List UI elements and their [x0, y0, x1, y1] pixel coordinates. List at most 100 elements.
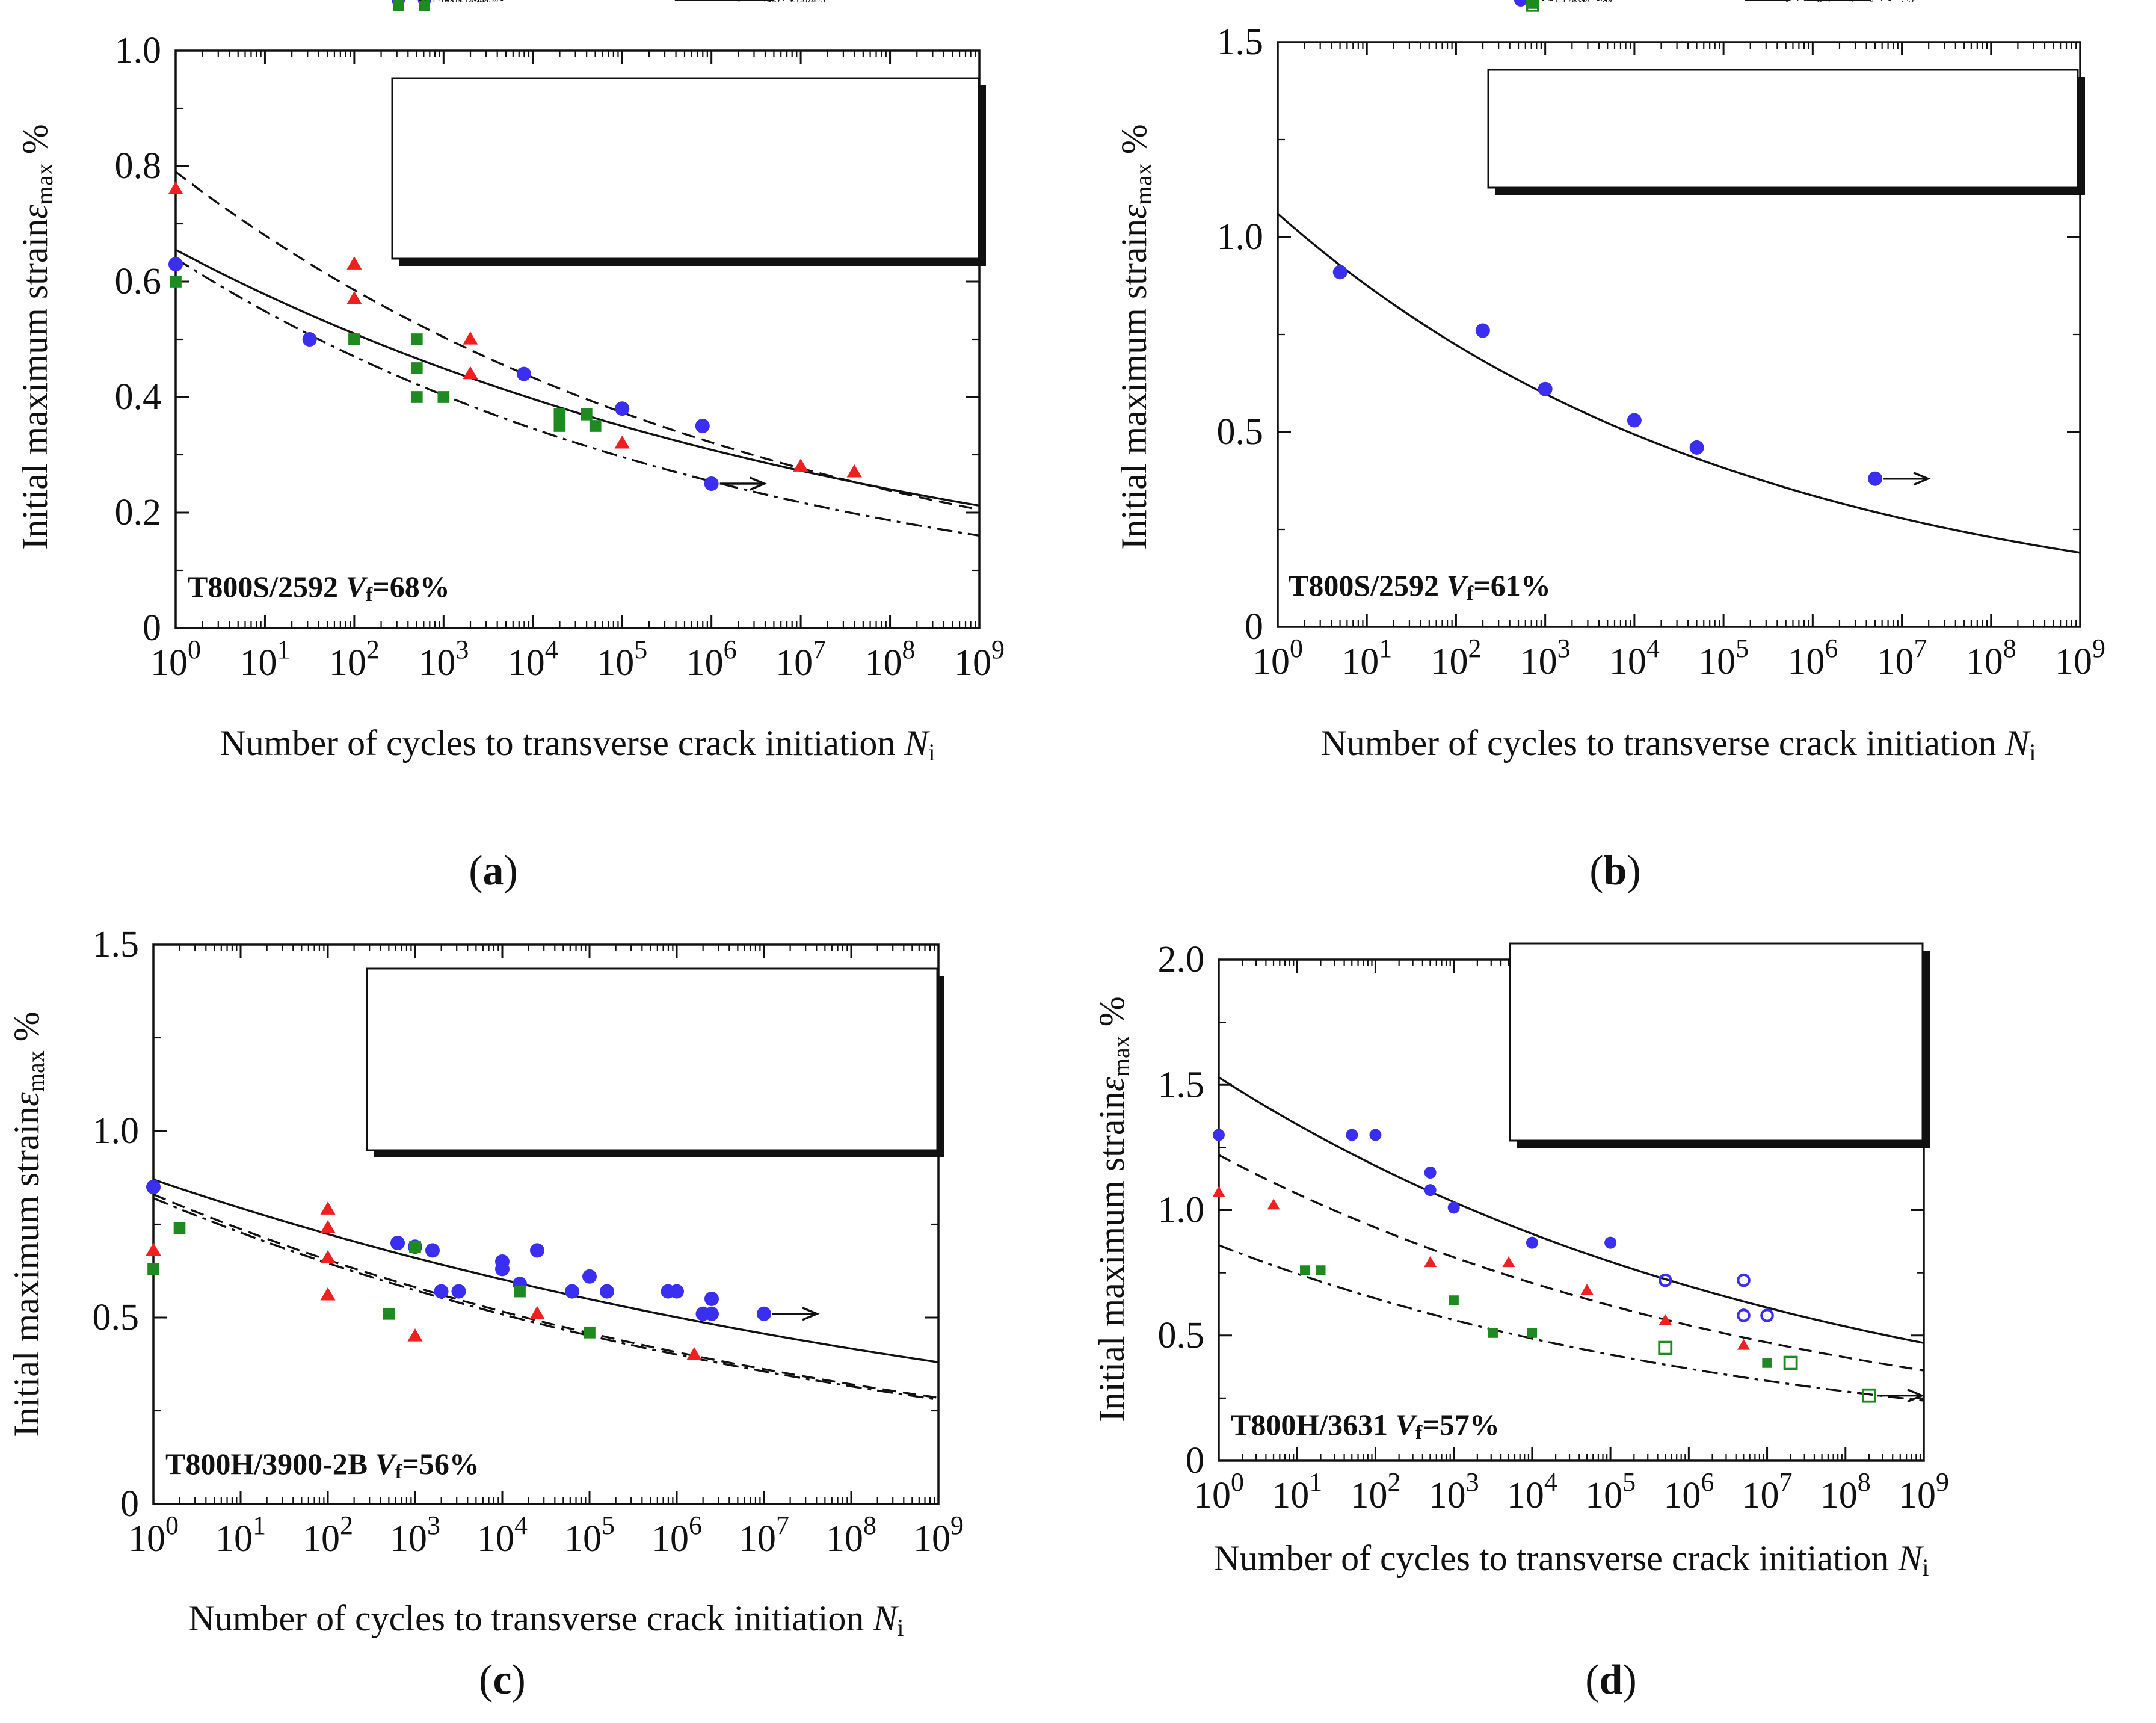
tick-exponent: 5	[634, 635, 647, 664]
legend-box	[391, 77, 980, 260]
tick-exponent: 2	[1387, 1467, 1400, 1497]
data-point-triangle	[1659, 1313, 1672, 1325]
text-span: [0/90	[424, 0, 445, 2]
x-tick-label: 103	[418, 635, 469, 683]
x-label-sub: i	[2029, 739, 2036, 766]
legend-line-label: [0/906]S	[746, 0, 780, 5]
y-label-sub: max	[22, 1050, 49, 1092]
material-annotation: T800S/2592 Vf=61%	[1289, 569, 1551, 605]
annotation-var: V	[375, 1447, 398, 1481]
tick-exponent: 6	[724, 635, 737, 664]
tick-base: 10	[1609, 641, 1646, 682]
text-span: [0	[782, 0, 790, 2]
data-point-circle	[757, 1306, 771, 1321]
italic-var: f	[452, 0, 456, 2]
text-span: ]	[1576, 0, 1579, 2]
subscript: 2	[459, 0, 464, 5]
subscript: 6	[1571, 0, 1576, 5]
subscript: 6	[445, 0, 449, 5]
data-point-circle	[1514, 0, 1527, 7]
fit-line-solid	[153, 1178, 938, 1364]
subscript: 6	[802, 0, 807, 5]
tick-exponent: 5	[602, 1511, 615, 1540]
subscript: 2	[1817, 0, 1822, 5]
subscript: S	[452, 0, 458, 5]
text-span: ,	[449, 0, 452, 2]
annotation-var: V	[1447, 569, 1469, 602]
italic-var: f	[1588, 0, 1592, 2]
tick-base: 10	[1341, 641, 1379, 682]
x-label-var: N	[2004, 723, 2031, 763]
subscript: S	[1603, 0, 1608, 5]
data-point-triangle	[1502, 1256, 1515, 1268]
text-span: [90	[782, 0, 795, 2]
data-point-circle	[695, 419, 710, 433]
legend-series-label: [0/902]S,f=100 Hz	[1551, 0, 1624, 5]
panel-paren: (	[1589, 848, 1603, 894]
tick-base: 10	[1742, 1475, 1779, 1516]
x-tick-label: 100	[150, 635, 201, 683]
panel-label: (a)	[469, 848, 518, 894]
x-label-text: Number of cycles to transverse crack ini…	[188, 1598, 873, 1638]
x-tick-label: 109	[2055, 633, 2105, 682]
text-span: [0/90	[1551, 0, 1572, 2]
data-point-triangle	[1737, 1339, 1750, 1350]
y-tick-label: 0.6	[115, 261, 162, 302]
data-point-triangle	[320, 1250, 336, 1263]
annotation-material: T800H/3631	[1231, 1408, 1396, 1441]
italic-var: f	[484, 0, 488, 2]
data-point-open-circle	[1658, 1273, 1672, 1287]
data-point-circle	[1424, 1184, 1437, 1197]
material-annotation: T800H/3631 Vf=57%	[1231, 1408, 1500, 1444]
data-point-square	[1762, 1358, 1772, 1368]
subscript: S	[1848, 0, 1853, 5]
subscript: S	[775, 0, 780, 5]
tick-base: 10	[954, 643, 991, 683]
tick-exponent: 7	[813, 635, 826, 664]
subscript: 4	[766, 0, 771, 5]
chart-panel-4: 100 101 102 103 104 105 106 107 108 10900.51.01.5…	[1092, 0, 1949, 1703]
x-label-text: Number of cycles to transverse crack ini…	[1213, 1538, 1898, 1578]
tick-base: 10	[1194, 1475, 1231, 1516]
text-span: ]	[485, 0, 488, 2]
data-point-triangle	[1424, 1256, 1437, 1268]
text-span: [90	[451, 0, 464, 2]
x-tick-label: 101	[1341, 633, 1392, 682]
panel-label: (b)	[1589, 848, 1641, 894]
tick-base: 10	[1429, 1475, 1466, 1516]
data-point-circle	[1689, 440, 1704, 455]
tick-exponent: 3	[455, 635, 469, 664]
tick-exponent: 2	[340, 1511, 353, 1540]
fit-line-dashdot	[1219, 1244, 1924, 1402]
x-tick-label: 105	[564, 1511, 615, 1559]
data-point-circle	[1424, 1167, 1437, 1179]
subscript: 6	[1817, 0, 1822, 5]
text-span: [0/90	[782, 0, 802, 2]
x-tick-label: 102	[1350, 1467, 1400, 1516]
text-span: [0/90	[424, 0, 445, 2]
x-tick-label: 101	[239, 635, 290, 683]
legend-header-analysis: 【Analysis 】	[709, 0, 765, 2]
tick-base: 10	[2055, 641, 2092, 682]
panel-paren: (	[1585, 1657, 1599, 1703]
tick-base: 10	[826, 1518, 863, 1559]
data-point-square	[410, 391, 423, 403]
y-label-var: ε	[15, 205, 55, 219]
text-span: =5 Hz	[490, 0, 514, 2]
tick-base: 10	[1820, 1475, 1858, 1516]
text-span: ]	[1905, 0, 1908, 2]
y-tick-label: 0	[1245, 606, 1263, 647]
x-tick-label: 102	[1431, 633, 1481, 682]
data-point-circle	[600, 1284, 614, 1299]
subscript: S	[1603, 0, 1608, 5]
y-label-text: Initial maximum strain	[15, 219, 55, 550]
data-point-triangle	[1212, 1186, 1225, 1197]
data-point-square	[581, 408, 593, 421]
legend-series-label: [02/9012]S,f=5 Hz	[451, 0, 523, 5]
subscript: S	[775, 0, 780, 5]
annotation-value: =68%	[372, 570, 450, 603]
tick-exponent: 9	[950, 1511, 964, 1540]
tick-exponent: 3	[1466, 1467, 1479, 1497]
x-tick-label: 100	[1194, 1467, 1244, 1516]
